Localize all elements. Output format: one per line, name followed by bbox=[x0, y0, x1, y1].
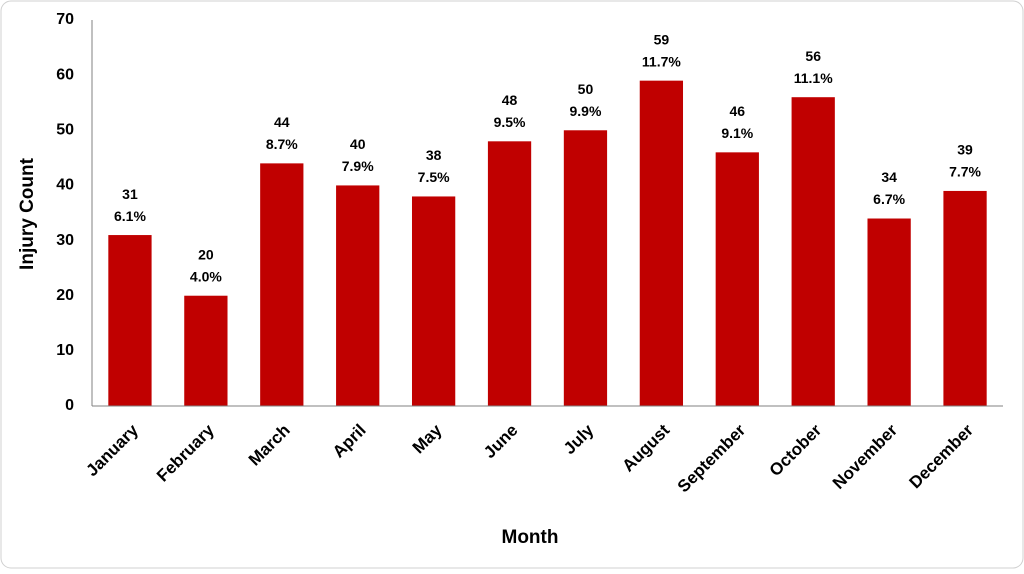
percent-label: 6.7% bbox=[873, 191, 905, 207]
percent-label: 11.1% bbox=[794, 70, 833, 86]
y-tick-label: 70 bbox=[56, 11, 74, 28]
bar bbox=[336, 185, 380, 406]
value-label: 34 bbox=[881, 169, 897, 185]
percent-label: 11.7% bbox=[642, 53, 681, 69]
percent-label: 4.0% bbox=[190, 268, 222, 284]
bar bbox=[108, 235, 152, 406]
bar bbox=[867, 218, 911, 406]
bar bbox=[943, 190, 987, 406]
value-label: 46 bbox=[730, 103, 746, 119]
value-label: 39 bbox=[957, 142, 973, 158]
value-label: 59 bbox=[654, 31, 670, 47]
percent-label: 7.5% bbox=[418, 169, 450, 185]
value-label: 31 bbox=[122, 186, 138, 202]
value-label: 40 bbox=[350, 136, 366, 152]
x-axis-title: Month bbox=[502, 527, 559, 548]
value-label: 20 bbox=[198, 246, 214, 262]
bar bbox=[487, 141, 532, 407]
value-label: 56 bbox=[805, 48, 821, 64]
value-label: 48 bbox=[502, 92, 518, 108]
bar bbox=[715, 152, 759, 406]
y-axis-title: Injury Count bbox=[17, 157, 38, 270]
percent-label: 9.9% bbox=[569, 103, 601, 119]
percent-label: 9.5% bbox=[494, 114, 526, 130]
bar bbox=[563, 130, 608, 407]
bar bbox=[260, 163, 304, 406]
y-tick-label: 50 bbox=[56, 122, 74, 139]
percent-label: 7.9% bbox=[342, 158, 374, 174]
percent-label: 8.7% bbox=[266, 136, 298, 152]
y-tick-label: 10 bbox=[56, 342, 74, 359]
y-tick-label: 60 bbox=[56, 66, 74, 83]
bar bbox=[639, 80, 684, 407]
percent-label: 7.7% bbox=[949, 164, 981, 180]
y-tick-label: 40 bbox=[56, 177, 74, 194]
bar bbox=[184, 295, 228, 406]
y-tick-label: 0 bbox=[65, 397, 74, 414]
value-label: 44 bbox=[274, 114, 290, 130]
y-tick-label: 30 bbox=[56, 232, 74, 249]
percent-label: 9.1% bbox=[721, 125, 753, 141]
value-label: 38 bbox=[426, 147, 442, 163]
percent-label: 6.1% bbox=[114, 208, 146, 224]
y-tick-label: 20 bbox=[56, 287, 74, 304]
bar bbox=[411, 196, 456, 406]
value-label: 50 bbox=[578, 81, 594, 97]
bar bbox=[791, 97, 835, 406]
